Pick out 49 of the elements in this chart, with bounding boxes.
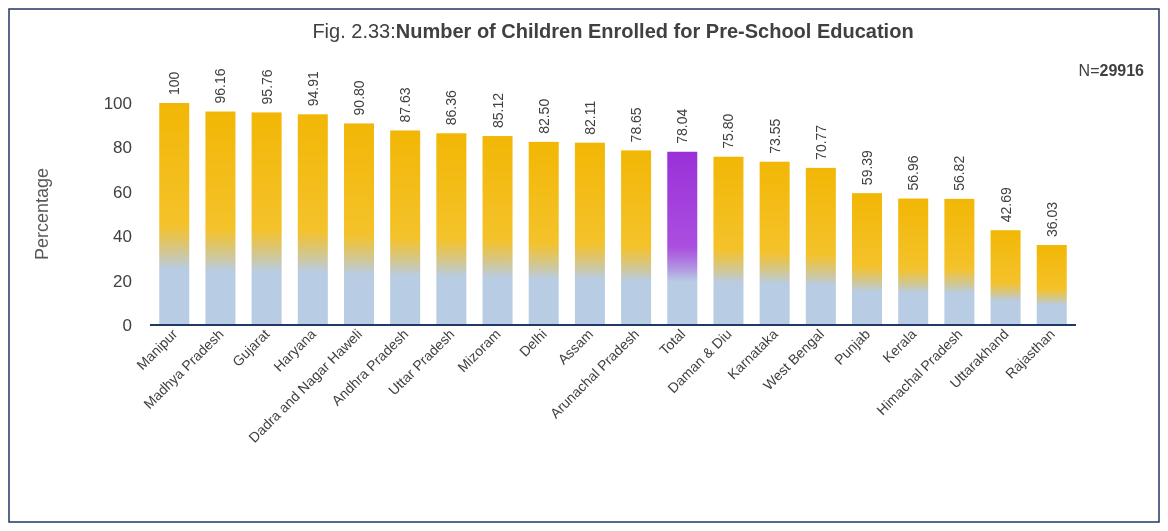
bar (528, 141, 559, 325)
bar (482, 136, 513, 325)
data-label: 59.39 (859, 149, 876, 186)
bar (759, 161, 790, 325)
data-label: 78.65 (628, 107, 645, 143)
data-label: 95.76 (258, 69, 275, 105)
bar (390, 130, 421, 325)
data-label: 36.03 (1043, 201, 1060, 238)
data-label: 90.80 (350, 80, 367, 116)
y-tick-label: 20 (113, 271, 132, 291)
bar (159, 103, 190, 325)
bar (852, 193, 883, 325)
data-label: 78.04 (674, 108, 691, 144)
data-label: 56.82 (951, 155, 968, 191)
y-tick-label: 0 (122, 316, 132, 335)
bar (990, 230, 1021, 325)
bar (898, 198, 929, 325)
bar (297, 114, 328, 325)
y-axis-title: Percentage (32, 167, 52, 261)
data-label: 82.11 (581, 100, 598, 135)
bar (944, 198, 975, 325)
data-label: 87.63 (397, 87, 414, 123)
data-label: 56.96 (905, 155, 922, 191)
data-label: 82.50 (535, 98, 552, 134)
data-label: 73.55 (766, 118, 783, 154)
data-label: 100 (166, 71, 183, 95)
bar (343, 123, 374, 325)
data-label: 85.12 (489, 92, 506, 129)
data-label: 70.77 (812, 124, 829, 160)
bar (251, 112, 282, 325)
data-label: 96.16 (212, 68, 229, 104)
chart-title: Fig. 2.33:Number of Children Enrolled for Pre-School Education (312, 20, 914, 42)
bar (205, 111, 236, 325)
bar (1036, 245, 1067, 325)
bar (667, 151, 698, 325)
y-tick-label: 100 (103, 94, 132, 113)
bar (805, 167, 836, 325)
y-tick-label: 60 (113, 182, 132, 202)
text: N=29916 (1078, 62, 1145, 79)
data-label: 94.91 (304, 71, 321, 107)
y-tick-label: 80 (113, 138, 132, 158)
bar (713, 156, 744, 325)
bar (621, 150, 652, 325)
bar (574, 142, 605, 325)
data-label: 86.36 (443, 90, 460, 126)
bar (436, 133, 467, 325)
data-label: 75.80 (720, 113, 737, 149)
data-label: 42.69 (997, 186, 1014, 223)
y-tick-label: 40 (113, 227, 132, 247)
